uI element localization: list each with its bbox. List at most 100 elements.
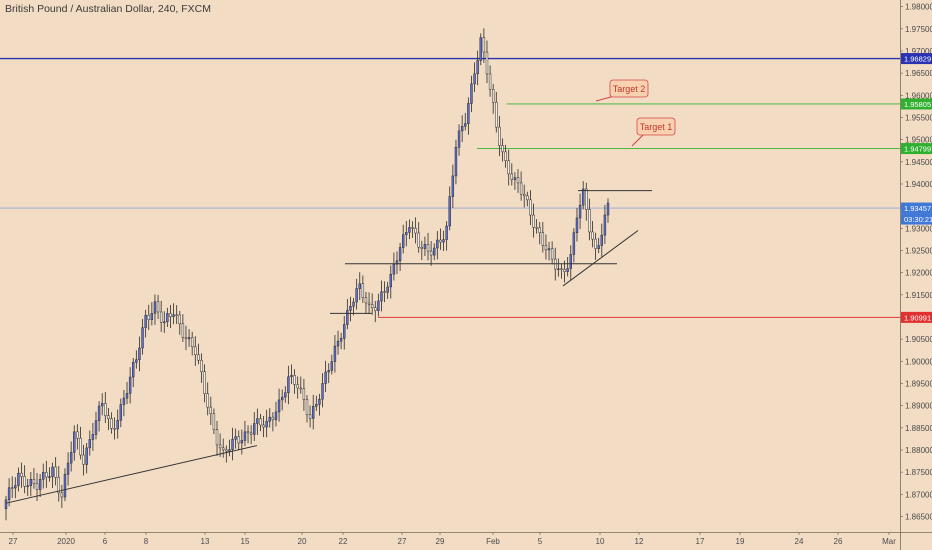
time-tick-label: 5 [538, 537, 543, 546]
time-tick-label: 12 [635, 537, 644, 546]
candle-up [380, 291, 383, 302]
candle-down [113, 428, 116, 430]
candle-down [305, 399, 309, 416]
candle-down [495, 102, 498, 128]
candle-down [501, 145, 504, 153]
candle-up [277, 399, 281, 413]
price-tick-label: 1.92000 [905, 269, 932, 278]
candle-up [88, 439, 91, 449]
candle-down [426, 244, 430, 252]
target-label: Target 2 [613, 84, 646, 94]
candle-up [333, 345, 337, 362]
candle-up [457, 130, 461, 148]
candle-up [94, 420, 98, 435]
candle-up [386, 286, 389, 293]
candle-down [215, 429, 219, 446]
candle-down [482, 37, 486, 53]
candle-down [414, 227, 417, 234]
candle-up [346, 310, 349, 325]
candle-up [473, 73, 476, 85]
candle-up [135, 359, 138, 363]
price-tag-label: 1.95805 [904, 100, 931, 109]
price-tick-label: 1.90000 [905, 357, 932, 366]
candle-down [544, 245, 548, 251]
price-tick-label: 1.88500 [905, 424, 932, 433]
price-tick-label: 1.88000 [905, 446, 932, 455]
target-box [609, 79, 649, 98]
candle-up [315, 404, 318, 407]
candle-up [557, 268, 560, 271]
candle-down [32, 479, 36, 484]
candle-down [169, 313, 172, 317]
candle-down [197, 354, 200, 361]
candle-up [358, 283, 361, 289]
symbol-title: British Pound / Australian Dollar, 240, … [5, 3, 212, 15]
time-tick-label: 22 [339, 537, 348, 546]
candle-up [132, 362, 135, 378]
price-tick-label: 1.97000 [905, 47, 932, 56]
candle-down [488, 73, 492, 90]
candle-up [352, 301, 355, 307]
candles [4, 28, 610, 521]
candle-up [597, 245, 600, 249]
candle-up [389, 273, 392, 288]
candle-up [451, 175, 455, 197]
candle-down [159, 311, 163, 323]
annotations: Target 2 Target 1 [595, 79, 676, 147]
candle-up [253, 423, 256, 435]
candle-up [442, 239, 445, 243]
candle-up [566, 268, 569, 272]
candle-up [14, 485, 17, 489]
candle-up [405, 232, 408, 235]
price-axis[interactable]: 1.86500 1.87000 1.87500 1.88000 1.88500 1.890… [900, 3, 932, 522]
candle-down [364, 297, 368, 304]
candle-up [38, 479, 42, 490]
candle-down [439, 239, 442, 243]
candle-up [66, 462, 70, 475]
time-tick-label: 17 [696, 537, 705, 546]
candle-up [408, 227, 411, 233]
candle-up [42, 472, 45, 480]
candle-up [4, 499, 8, 509]
time-axis[interactable]: 27 2020 6 8 13 15 20 22 27 29 Feb 5 10 12 17 19 24 26 Mar [9, 532, 897, 546]
trendlines [5, 190, 652, 504]
time-tick-label: 24 [795, 537, 804, 546]
candle-down [308, 414, 312, 419]
candle-down [293, 375, 296, 385]
candle-down [212, 413, 216, 430]
time-tick-label: 8 [144, 537, 149, 546]
candle-up [603, 214, 607, 236]
candle-down [35, 483, 39, 490]
candle-up [392, 263, 396, 275]
countdown-label: 03:30:21 [904, 215, 932, 224]
candle-up [327, 370, 330, 373]
time-tick-label: 27 [9, 537, 18, 546]
price-tick-label: 1.94500 [905, 158, 932, 167]
time-tick-label: 2020 [57, 537, 75, 546]
candle-down [104, 403, 107, 416]
candle-up [97, 405, 101, 421]
candle-down [383, 291, 386, 293]
candle-down [367, 302, 371, 305]
candle-up [63, 474, 67, 498]
target-label: Target 1 [640, 122, 673, 132]
candle-down [563, 269, 566, 272]
candle-down [585, 188, 588, 210]
candle-up [125, 393, 129, 399]
candle-down [538, 227, 541, 233]
candle-down [249, 432, 253, 435]
price-tick-label: 1.94000 [905, 180, 932, 189]
time-tick-label: 20 [298, 537, 307, 546]
candle-down [23, 476, 26, 487]
candle-up [150, 313, 154, 320]
candle-down [237, 436, 240, 444]
candle-up [240, 440, 244, 444]
triangle-lower-line [562, 230, 639, 287]
candle-up [122, 397, 126, 405]
candle-up [91, 434, 95, 440]
price-tick-label: 1.87000 [905, 490, 932, 499]
candle-down [541, 232, 545, 246]
candle-down [504, 151, 507, 161]
candle-up [454, 146, 458, 177]
